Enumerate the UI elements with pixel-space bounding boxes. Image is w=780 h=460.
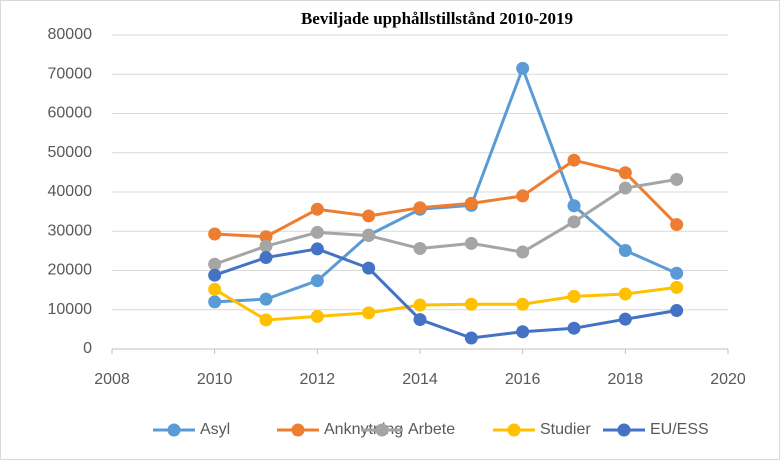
point	[464, 196, 478, 210]
point	[618, 287, 632, 301]
x-tick-label: 2008	[94, 371, 130, 388]
y-tick-label: 70000	[48, 65, 93, 82]
series-line	[214, 158, 678, 239]
point	[259, 292, 273, 306]
point	[208, 295, 222, 309]
point	[362, 209, 376, 223]
chart-title: Beviljade upphållstillstånd 2010-2019	[301, 9, 573, 28]
point	[670, 280, 684, 294]
legend-label: Studier	[540, 421, 591, 438]
legend-label: EU/ESS	[650, 421, 709, 438]
point	[208, 268, 222, 282]
series-line	[214, 177, 677, 266]
y-tick-label: 20000	[48, 262, 93, 279]
legend-label: Arbete	[408, 421, 455, 438]
point	[259, 313, 273, 327]
point	[516, 61, 530, 75]
point	[464, 236, 478, 250]
point	[567, 289, 581, 303]
point	[567, 215, 581, 229]
point	[464, 297, 478, 311]
point	[567, 321, 581, 335]
point	[567, 199, 581, 213]
point	[310, 242, 324, 256]
point	[567, 153, 581, 167]
point	[618, 312, 632, 326]
point	[310, 202, 324, 216]
x-tick-label: 2016	[505, 371, 541, 388]
series-line	[214, 64, 678, 304]
point	[208, 257, 222, 271]
point	[464, 331, 478, 345]
point	[310, 225, 324, 239]
y-tick-label: 50000	[48, 144, 93, 161]
y-tick-label: 10000	[48, 301, 93, 318]
x-tick-label: 2014	[402, 371, 438, 388]
point	[413, 201, 427, 215]
point	[670, 218, 684, 232]
x-tick-label: 2020	[710, 371, 746, 388]
legend-marker	[617, 423, 631, 437]
point	[310, 309, 324, 323]
point	[618, 166, 632, 180]
point	[670, 266, 684, 280]
point	[670, 172, 684, 186]
point	[413, 313, 427, 327]
point	[618, 243, 632, 257]
point	[516, 297, 530, 311]
point	[208, 227, 222, 241]
point	[259, 251, 273, 265]
point	[362, 261, 376, 275]
point	[362, 306, 376, 320]
y-tick-label: 60000	[48, 105, 93, 122]
point	[618, 181, 632, 195]
point	[670, 304, 684, 318]
point	[259, 239, 273, 253]
point	[362, 229, 376, 243]
point	[413, 298, 427, 312]
legend-label: Asyl	[200, 421, 230, 438]
y-tick-label: 40000	[48, 183, 93, 200]
series-line	[213, 285, 677, 322]
y-tick-label: 80000	[48, 26, 93, 43]
legend-marker	[291, 423, 305, 437]
y-tick-label: 0	[83, 340, 92, 357]
series-line	[214, 247, 677, 340]
point	[516, 325, 530, 339]
point	[516, 189, 530, 203]
x-tick-label: 2012	[300, 371, 336, 388]
legend-marker	[507, 423, 521, 437]
x-tick-label: 2010	[197, 371, 233, 388]
point	[208, 282, 222, 296]
point	[310, 274, 324, 288]
point	[259, 230, 273, 244]
point	[516, 245, 530, 259]
point	[413, 242, 427, 256]
legend-marker	[375, 423, 389, 437]
x-tick-label: 2018	[608, 371, 644, 388]
legend-marker	[167, 423, 181, 437]
y-tick-label: 30000	[48, 222, 93, 239]
